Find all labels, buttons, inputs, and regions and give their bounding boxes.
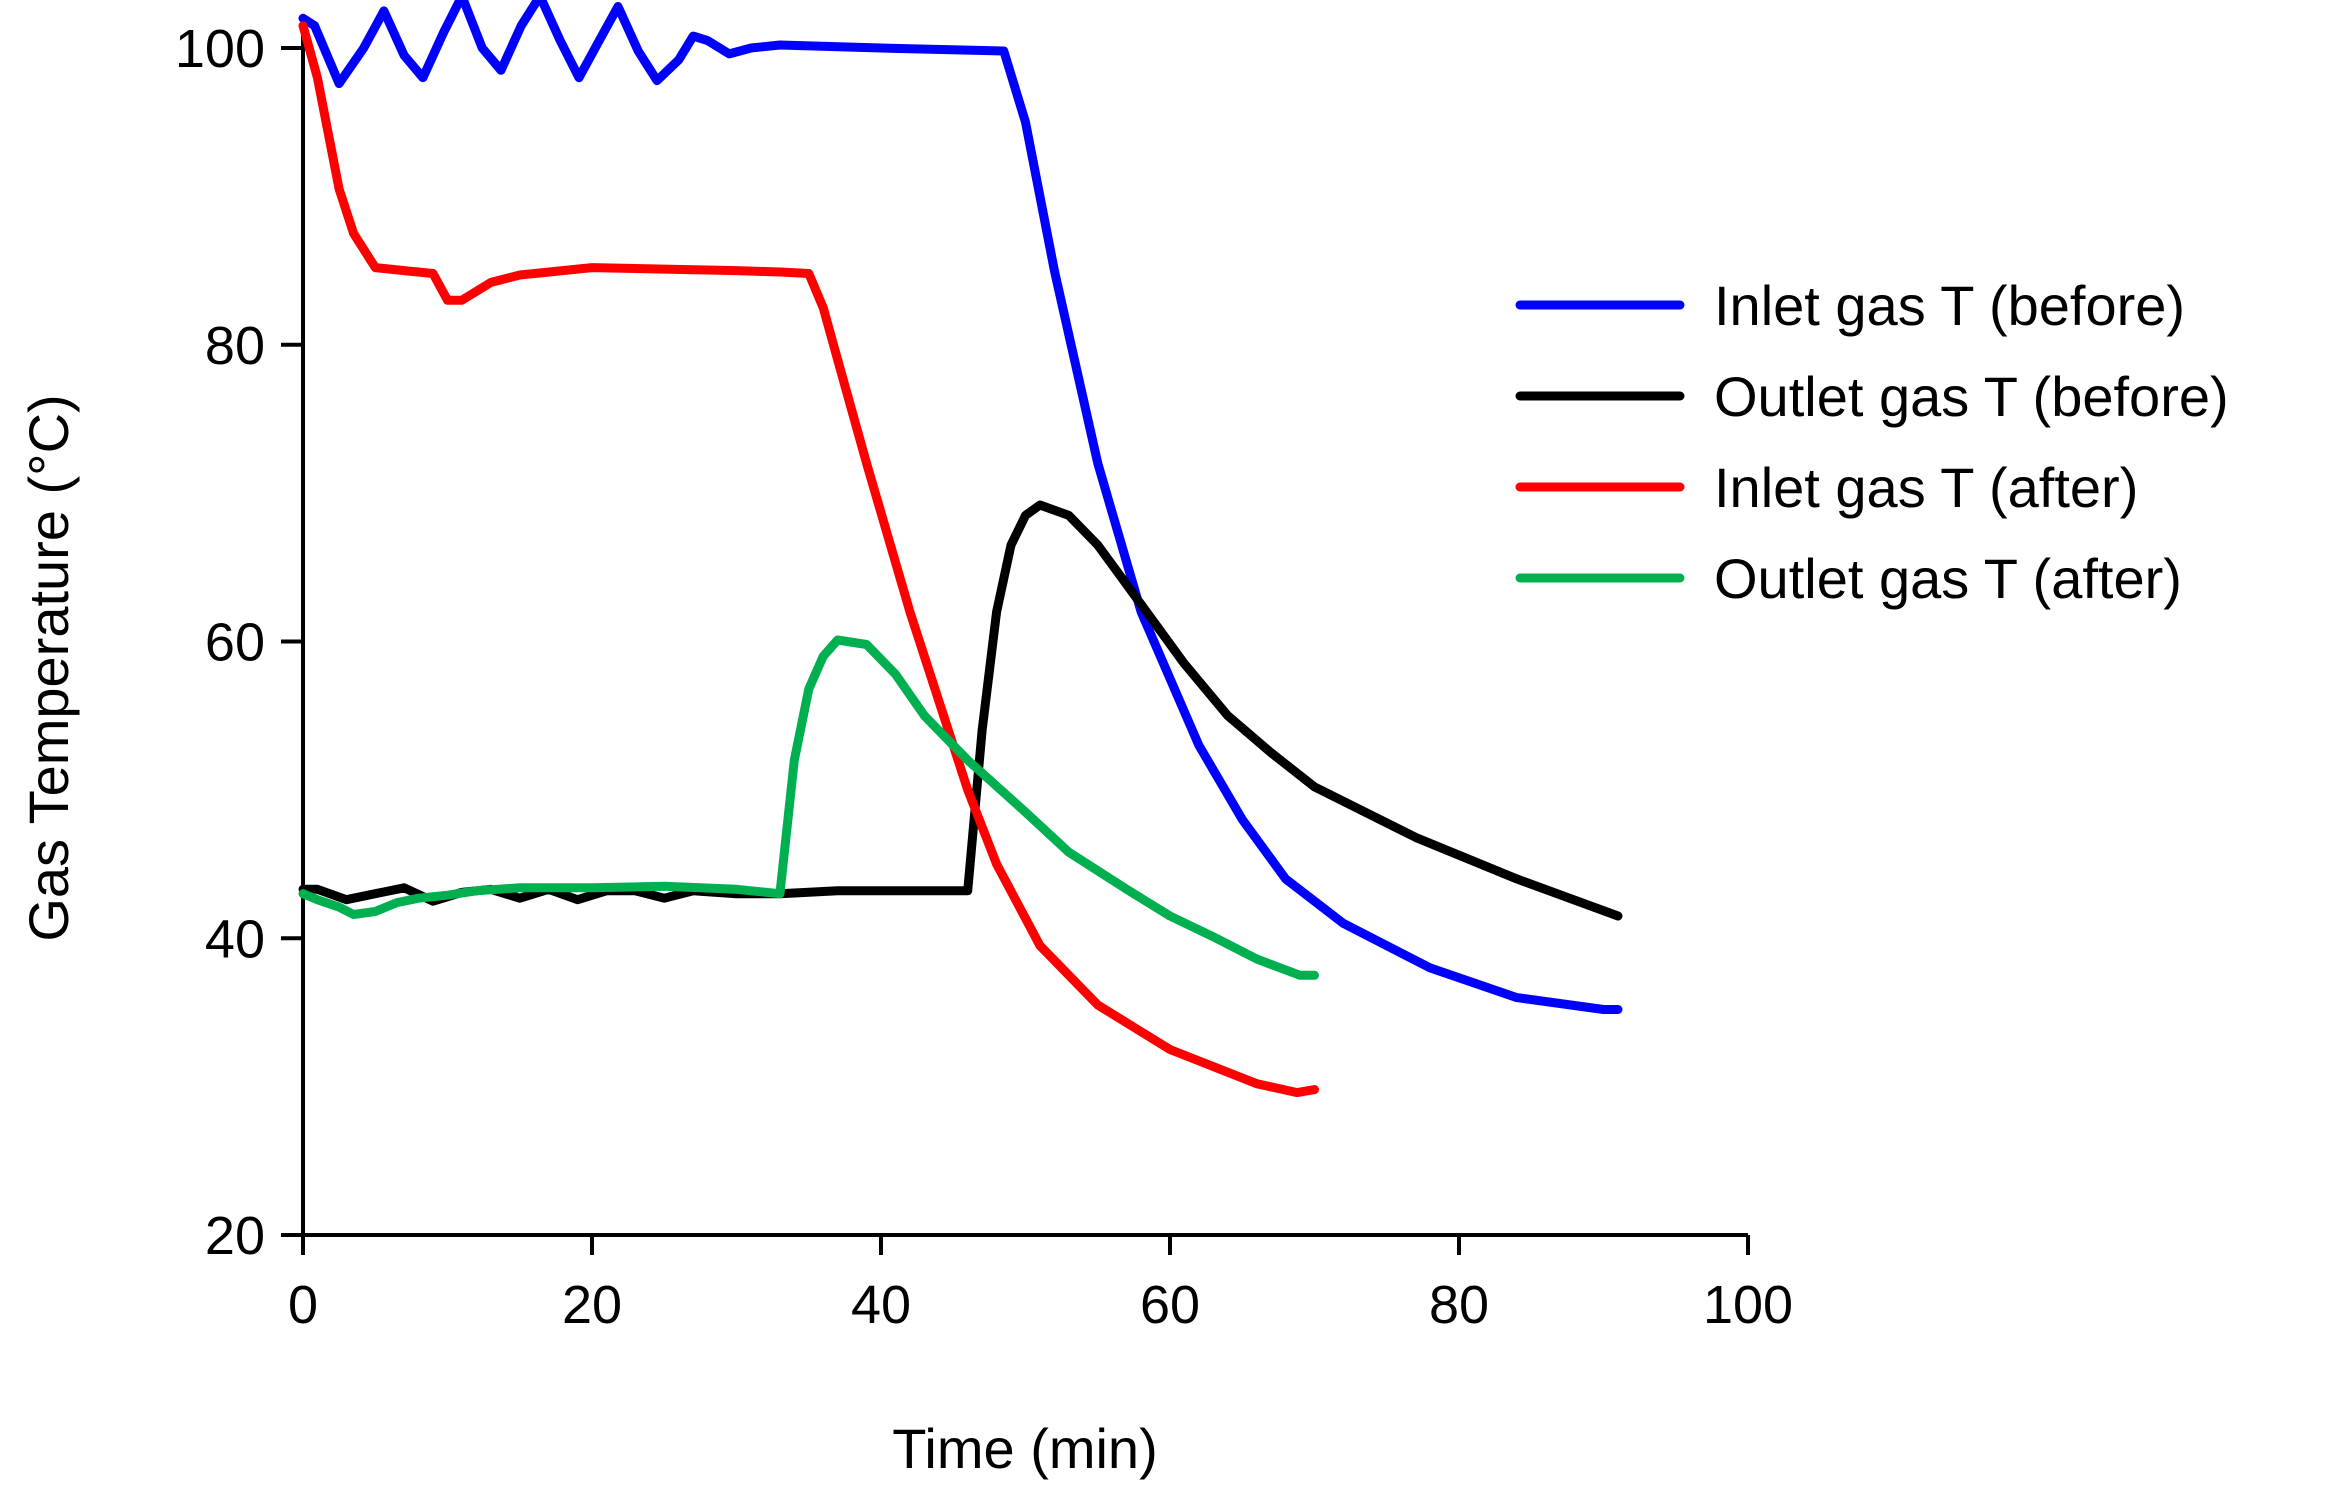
y-tick-label: 40 xyxy=(205,909,265,969)
legend: Inlet gas T (before) Outlet gas T (before… xyxy=(1515,274,2229,610)
x-tick-label: 100 xyxy=(1703,1275,1793,1335)
series-layer xyxy=(298,0,1623,1098)
x-tick-label: 20 xyxy=(562,1275,622,1335)
y-axis-title: Gas Temperature (°C) xyxy=(17,394,80,941)
x-tick-label: 60 xyxy=(1140,1275,1200,1335)
y-tick-label: 20 xyxy=(205,1206,265,1266)
x-tick-label: 0 xyxy=(288,1275,318,1335)
y-tick-label: 80 xyxy=(205,316,265,376)
x-ticks: 0 20 40 60 80 100 xyxy=(288,1235,1793,1335)
x-tick-label: 80 xyxy=(1429,1275,1489,1335)
series-line-inlet-gas-t-after xyxy=(298,21,1319,1098)
x-tick-label: 40 xyxy=(851,1275,911,1335)
legend-label-outlet-gas-t-before: Outlet gas T (before) xyxy=(1714,365,2229,428)
y-ticks: 20 40 60 80 100 xyxy=(175,19,303,1266)
series-line-outlet-gas-t-after xyxy=(298,635,1319,980)
legend-label-outlet-gas-t-after: Outlet gas T (after) xyxy=(1714,547,2182,610)
y-tick-label: 60 xyxy=(205,613,265,673)
axes: 0 20 40 60 80 100 20 40 60 80 100 xyxy=(175,19,1793,1335)
series-line-outlet-gas-t-before xyxy=(298,500,1623,921)
series-line-inlet-gas-t-before xyxy=(298,0,1623,1014)
x-axis-title: Time (min) xyxy=(892,1417,1157,1480)
legend-label-inlet-gas-t-after: Inlet gas T (after) xyxy=(1714,456,2138,519)
y-tick-label: 100 xyxy=(175,19,265,79)
legend-label-inlet-gas-t-before: Inlet gas T (before) xyxy=(1714,274,2185,337)
